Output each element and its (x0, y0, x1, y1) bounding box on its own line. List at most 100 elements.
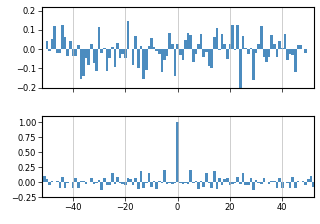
Bar (270, 181, 273, 182)
Bar (213, 37, 216, 49)
Bar (257, 44, 260, 49)
Bar (260, 182, 263, 184)
Bar (132, 49, 134, 65)
Bar (187, 33, 189, 49)
Bar (292, 49, 294, 55)
Bar (218, 179, 221, 182)
Bar (221, 34, 223, 49)
Bar (213, 171, 216, 182)
Bar (292, 177, 294, 182)
Bar (163, 170, 166, 182)
Bar (6, 177, 9, 182)
Bar (278, 178, 281, 182)
Bar (216, 28, 218, 49)
Bar (32, 176, 35, 182)
Bar (74, 49, 77, 56)
Bar (244, 48, 247, 49)
Bar (106, 182, 108, 185)
Bar (239, 182, 242, 184)
Bar (1, 182, 4, 183)
Bar (226, 49, 228, 59)
Bar (87, 49, 90, 65)
Bar (74, 178, 77, 182)
Bar (289, 49, 292, 54)
Bar (64, 37, 67, 49)
Bar (4, 177, 6, 182)
Bar (129, 179, 132, 182)
Bar (226, 178, 228, 182)
Bar (255, 49, 257, 53)
Bar (203, 182, 205, 187)
Bar (192, 182, 195, 183)
Bar (43, 176, 45, 182)
Bar (163, 49, 166, 60)
Bar (166, 49, 168, 56)
Bar (189, 35, 192, 49)
Bar (48, 49, 51, 51)
Bar (179, 182, 181, 183)
Bar (236, 25, 239, 49)
Bar (242, 37, 244, 49)
Bar (106, 49, 108, 71)
Bar (158, 181, 161, 182)
Bar (304, 182, 307, 185)
Bar (145, 49, 148, 70)
Bar (189, 170, 192, 182)
Bar (205, 49, 208, 52)
Bar (244, 182, 247, 185)
Bar (197, 182, 200, 189)
Bar (187, 182, 189, 184)
Bar (200, 181, 203, 182)
Bar (310, 176, 312, 182)
Bar (270, 35, 273, 49)
Bar (231, 25, 234, 49)
Bar (119, 49, 121, 58)
Bar (119, 182, 121, 183)
Bar (134, 37, 137, 49)
Bar (85, 49, 87, 58)
Bar (127, 21, 129, 49)
Bar (40, 182, 43, 187)
Bar (25, 179, 27, 182)
Bar (263, 179, 265, 182)
Bar (116, 43, 119, 49)
Bar (45, 179, 48, 182)
Bar (168, 33, 171, 49)
Bar (228, 182, 231, 185)
Bar (158, 49, 161, 54)
Bar (59, 182, 61, 188)
Bar (51, 181, 53, 182)
Bar (294, 49, 297, 72)
Bar (276, 49, 278, 57)
Bar (69, 41, 72, 49)
Bar (140, 171, 142, 182)
Bar (17, 177, 20, 182)
Bar (299, 45, 302, 49)
Bar (82, 49, 85, 76)
Bar (236, 177, 239, 182)
Bar (114, 49, 116, 67)
Bar (95, 182, 98, 183)
Bar (260, 26, 263, 49)
Bar (218, 49, 221, 50)
Bar (176, 122, 179, 182)
Bar (317, 182, 320, 193)
Bar (284, 34, 286, 49)
Bar (265, 49, 268, 62)
Bar (297, 45, 299, 49)
Bar (72, 182, 74, 188)
Bar (247, 182, 250, 185)
Bar (61, 25, 64, 49)
Bar (142, 49, 145, 79)
Bar (67, 182, 69, 183)
Bar (77, 45, 80, 49)
Bar (148, 46, 150, 49)
Bar (35, 182, 38, 193)
Bar (51, 39, 53, 49)
Bar (200, 34, 203, 49)
Bar (27, 182, 30, 187)
Bar (223, 179, 226, 182)
Bar (140, 46, 142, 49)
Bar (92, 49, 95, 63)
Bar (276, 182, 278, 188)
